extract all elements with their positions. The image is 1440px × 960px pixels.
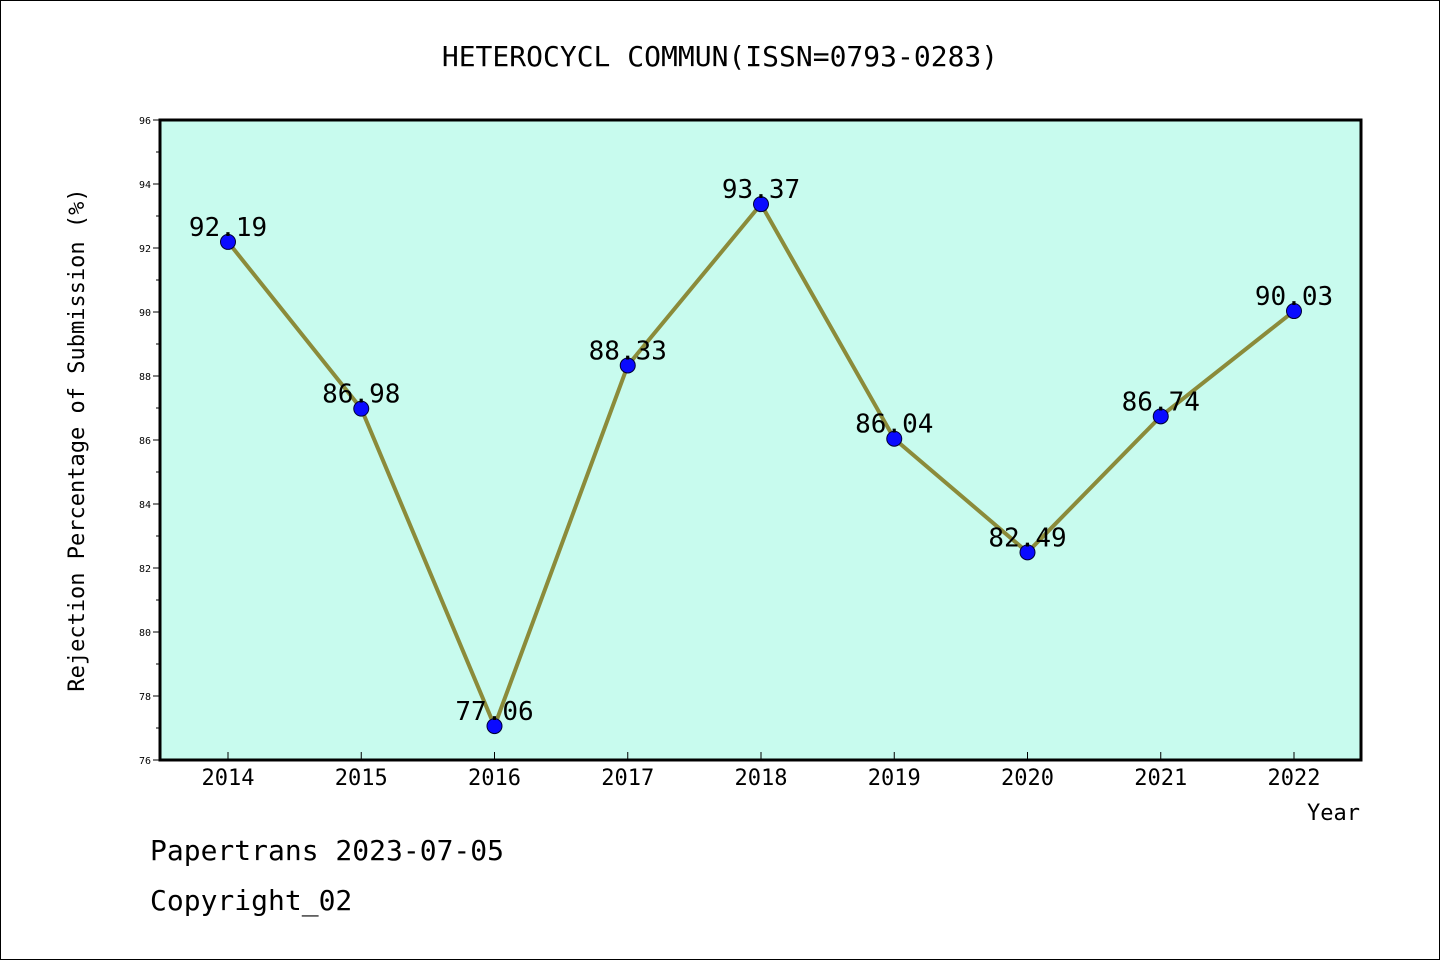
x-tick-label: 2016 xyxy=(468,766,521,791)
data-label: 93.37 xyxy=(722,175,800,205)
x-tick-label: 2022 xyxy=(1268,766,1321,791)
y-tick-label: 76 xyxy=(139,756,151,767)
x-tick-label: 2021 xyxy=(1134,766,1187,791)
data-label: 92.19 xyxy=(189,213,267,243)
data-point xyxy=(753,196,769,213)
x-tick-label: 2014 xyxy=(202,766,255,791)
data-point xyxy=(886,430,903,447)
plot-area xyxy=(160,120,1361,760)
data-label: 82.49 xyxy=(988,523,1066,553)
x-tick-label: 2018 xyxy=(735,766,788,791)
y-tick-label: 84 xyxy=(139,500,151,511)
data-label: 86.04 xyxy=(855,410,933,440)
x-axis: 2014 2015 2016 2017 2018 2019 2020 2021 2022 xyxy=(202,752,1321,791)
data-point xyxy=(486,718,503,735)
x-tick-label: 2015 xyxy=(335,766,388,791)
data-label: 77.06 xyxy=(455,697,533,727)
plot-border xyxy=(158,118,1363,762)
x-tick-label: 2020 xyxy=(1001,766,1054,791)
y-tick-label: 88 xyxy=(139,372,151,383)
data-label: 88.33 xyxy=(589,336,667,366)
y-tick-label: 86 xyxy=(139,436,151,447)
data-point xyxy=(220,233,236,250)
data-point xyxy=(619,357,636,374)
data-point xyxy=(353,400,370,417)
y-tick-label: 82 xyxy=(139,564,151,575)
data-label: 86.98 xyxy=(322,380,400,410)
data-point xyxy=(1286,303,1302,320)
chart-title: HETEROCYCL COMMUN(ISSN=0793-0283) xyxy=(442,40,998,73)
x-axis-label: Year xyxy=(1307,801,1360,826)
x-tick-label: 2017 xyxy=(601,766,654,791)
series: 92.19 86.98 77.06 88.33 93.37 86.04 82.49 86.74… xyxy=(189,175,1333,735)
y-tick-label: 80 xyxy=(139,628,151,639)
data-label: 86.74 xyxy=(1122,387,1200,417)
footer-source: Papertrans 2023-07-05 xyxy=(150,834,505,867)
y-tick-label: 96 xyxy=(139,116,151,127)
data-point xyxy=(1019,544,1036,561)
y-axis-label: Rejection Percentage of Submission (%) xyxy=(65,188,90,691)
y-tick-label: 90 xyxy=(139,308,151,319)
y-axis: 76 78 80 82 84 86 88 90 92 94 96 xyxy=(139,116,160,767)
x-tick-label: 2019 xyxy=(868,766,921,791)
y-tick-label: 92 xyxy=(139,244,151,255)
y-tick-label: 78 xyxy=(139,692,151,703)
y-tick-label: 94 xyxy=(139,180,151,191)
data-point xyxy=(1152,408,1169,425)
footer-copyright: Copyright_02 xyxy=(150,884,353,917)
data-label: 90.03 xyxy=(1255,282,1333,312)
